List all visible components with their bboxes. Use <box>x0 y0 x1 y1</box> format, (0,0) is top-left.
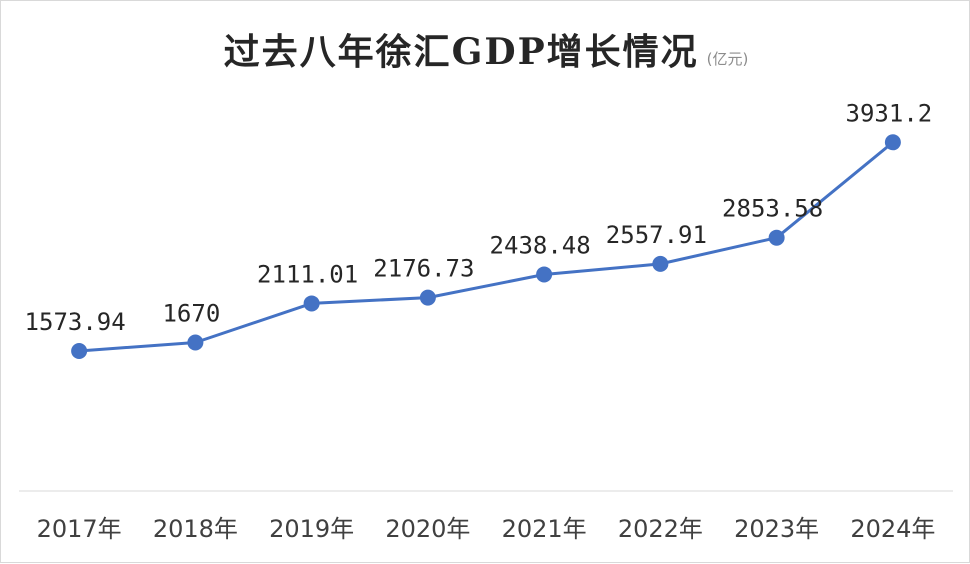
chart-title-row: 过去八年徐汇GDP增长情况 (亿元) <box>1 23 970 75</box>
data-point <box>768 229 785 246</box>
data-label: 2853.58 <box>722 195 823 223</box>
data-label: 3931.2 <box>846 99 933 127</box>
x-tick-label: 2017年 <box>37 515 122 543</box>
x-tick-label: 2020年 <box>385 515 470 543</box>
data-point <box>303 295 320 312</box>
data-point <box>652 255 669 272</box>
data-point <box>71 343 88 359</box>
data-label: 1573.94 <box>25 308 126 336</box>
series-line-layer <box>78 141 894 353</box>
data-label: 2176.73 <box>373 255 474 283</box>
data-label: 2111.01 <box>257 260 358 288</box>
data-point <box>187 334 204 351</box>
x-tick-label: 2023年 <box>734 515 819 543</box>
data-label-layer: 1573.94 1670 2111.01 2176.73 2438.48 2557.91 2… <box>25 99 933 336</box>
data-point <box>419 289 436 306</box>
chart-title: 过去八年徐汇GDP增长情况 <box>223 31 699 73</box>
series-line <box>78 141 894 353</box>
data-point-layer <box>71 134 901 359</box>
x-tick-label: 2018年 <box>153 515 238 543</box>
x-tick-label: 2021年 <box>502 515 587 543</box>
x-tick-label: 2019年 <box>269 515 354 543</box>
x-tick-label: 2022年 <box>618 515 703 543</box>
data-label: 1670 <box>162 299 220 327</box>
data-label: 2557.91 <box>606 221 707 249</box>
chart-unit: (亿元) <box>706 50 749 68</box>
data-label: 2438.48 <box>490 231 591 259</box>
data-point <box>884 134 901 151</box>
x-tick-label: 2024年 <box>850 515 935 543</box>
data-point <box>536 266 553 283</box>
x-tick-label-layer: 2017年 2018年 2019年 2020年 2021年 2022年 2023年 2024年 <box>37 515 936 543</box>
